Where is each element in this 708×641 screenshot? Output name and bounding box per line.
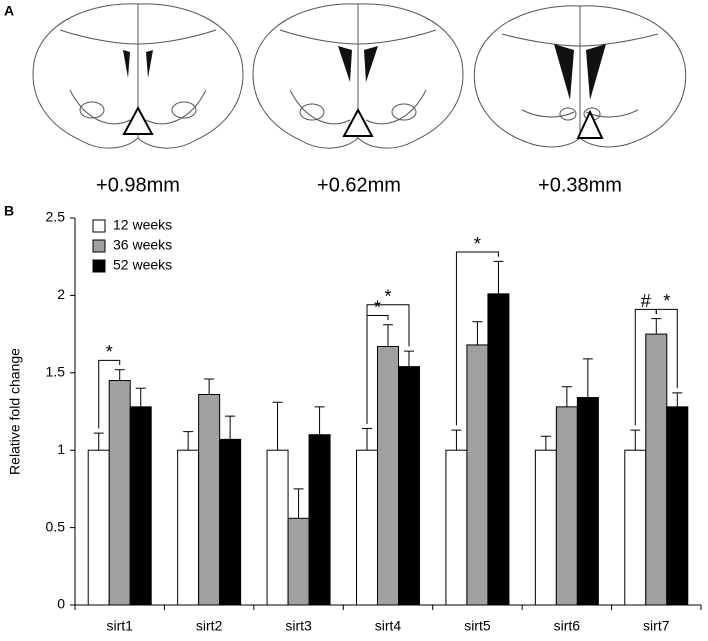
panel-letter: B bbox=[4, 203, 14, 219]
significance-label: # bbox=[641, 291, 651, 311]
bar bbox=[87, 449, 110, 606]
significance-bracket bbox=[455, 251, 499, 426]
brain-section bbox=[252, 3, 464, 149]
error-bar bbox=[451, 429, 462, 451]
error-bar bbox=[314, 406, 325, 435]
error-bar bbox=[293, 488, 304, 519]
significance-label: * bbox=[374, 297, 381, 317]
x-tick-label: sirt2 bbox=[196, 618, 223, 634]
x-tick-label: sirt5 bbox=[464, 618, 491, 634]
significance-label: * bbox=[384, 286, 391, 306]
error-bar bbox=[383, 324, 393, 347]
significance-bracket bbox=[655, 308, 678, 389]
error-bar bbox=[404, 350, 414, 367]
error-bar bbox=[135, 387, 146, 407]
bar bbox=[377, 345, 399, 606]
y-tick-label: 0 bbox=[57, 596, 65, 612]
significance-label: * bbox=[663, 291, 670, 311]
y-tick-label: 0.5 bbox=[46, 518, 66, 534]
y-tick-label: 2.5 bbox=[46, 209, 66, 225]
brain-section bbox=[32, 3, 244, 149]
error-bar bbox=[630, 429, 641, 451]
bar bbox=[219, 438, 242, 606]
bar bbox=[398, 366, 420, 606]
error-bar bbox=[561, 386, 572, 407]
bar bbox=[666, 406, 689, 606]
x-tick-label: sirt1 bbox=[106, 618, 133, 634]
bar bbox=[624, 449, 647, 606]
section-label: +0.38mm bbox=[538, 174, 622, 196]
error-bar bbox=[582, 358, 593, 398]
error-bar bbox=[204, 378, 215, 395]
brain-section bbox=[473, 5, 687, 148]
significance-label: * bbox=[474, 234, 481, 254]
significance-bracket bbox=[366, 304, 410, 424]
legend-swatch bbox=[92, 239, 106, 253]
section-label: +0.98mm bbox=[96, 174, 180, 196]
y-tick-label: 1 bbox=[57, 441, 65, 457]
y-axis-label: Relative fold change bbox=[7, 348, 23, 475]
x-tick-label: sirt3 bbox=[285, 618, 312, 634]
legend-swatch bbox=[92, 259, 106, 273]
bar bbox=[445, 449, 468, 606]
significance-label: * bbox=[106, 342, 113, 362]
bar bbox=[487, 293, 510, 606]
bar bbox=[308, 434, 331, 606]
bar bbox=[534, 449, 557, 606]
error-bar bbox=[362, 428, 372, 451]
legend-label: 52 weeks bbox=[113, 257, 172, 273]
error-bar bbox=[183, 431, 194, 451]
bar bbox=[555, 406, 578, 606]
significance-bracket bbox=[98, 359, 121, 429]
error-bar bbox=[493, 260, 504, 294]
panel-letter: A bbox=[4, 3, 14, 19]
bar bbox=[287, 517, 310, 606]
y-tick-label: 2 bbox=[57, 286, 65, 302]
bar bbox=[177, 449, 200, 606]
error-bar bbox=[472, 321, 483, 345]
error-bar bbox=[272, 401, 283, 451]
y-tick-label: 1.5 bbox=[46, 364, 66, 380]
error-bar bbox=[651, 318, 662, 335]
bar bbox=[645, 333, 668, 606]
error-bar bbox=[114, 369, 125, 381]
bar bbox=[129, 406, 152, 606]
bar bbox=[576, 397, 599, 606]
x-tick-label: sirt7 bbox=[643, 618, 670, 634]
x-tick-label: sirt4 bbox=[375, 618, 402, 634]
legend-label: 12 weeks bbox=[113, 217, 172, 233]
bar bbox=[198, 393, 221, 606]
bar bbox=[466, 344, 489, 606]
section-label: +0.62mm bbox=[317, 174, 401, 196]
bar bbox=[266, 449, 289, 606]
bar bbox=[108, 380, 131, 606]
bar bbox=[356, 449, 378, 606]
error-bar bbox=[672, 392, 683, 407]
legend-label: 36 weeks bbox=[113, 237, 172, 253]
error-bar bbox=[93, 432, 104, 451]
x-tick-label: sirt6 bbox=[554, 618, 581, 634]
error-bar bbox=[225, 415, 236, 440]
legend-swatch bbox=[92, 219, 106, 233]
error-bar bbox=[540, 435, 551, 451]
